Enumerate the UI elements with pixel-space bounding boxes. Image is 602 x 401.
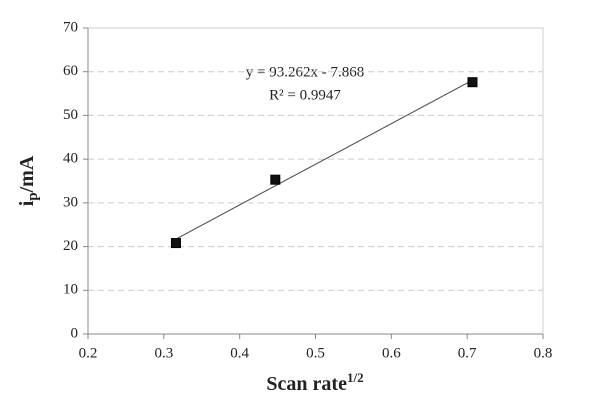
y-tick-label: 30 (63, 194, 78, 210)
y-tick-label: 10 (63, 282, 78, 298)
x-tick-label: 0.6 (382, 345, 401, 361)
y-tick-label: 50 (63, 107, 78, 123)
y-label-sub: p (25, 192, 41, 200)
x-tick-label: 0.2 (79, 345, 98, 361)
x-label-main: Scan rate (266, 373, 347, 395)
x-axis-label: Scan rate1/2 (266, 370, 363, 395)
y-tick-label: 40 (63, 151, 78, 167)
marker (270, 174, 281, 185)
equation: y = 93.262x - 7.868 (246, 64, 364, 80)
marker (467, 77, 478, 88)
y-label-rest: /mA (16, 155, 38, 193)
x-tick-label: 0.5 (306, 345, 325, 361)
y-tick-label: 0 (71, 325, 79, 341)
y-tick-label: 60 (63, 63, 78, 79)
y-tick-label: 20 (63, 238, 78, 254)
y-label-main: i (16, 200, 38, 206)
x-tick-label: 0.3 (154, 345, 173, 361)
x-tick-label: 0.4 (230, 345, 249, 361)
x-tick-label: 0.7 (458, 345, 477, 361)
y-axis-label: ip/mA (16, 155, 42, 206)
marker (170, 238, 181, 249)
x-label-sup: 1/2 (347, 370, 364, 385)
y-tick-label: 70 (63, 19, 78, 35)
r-squared: R² = 0.9947 (269, 87, 341, 103)
trendline (175, 79, 473, 240)
x-tick-label: 0.8 (534, 345, 553, 361)
